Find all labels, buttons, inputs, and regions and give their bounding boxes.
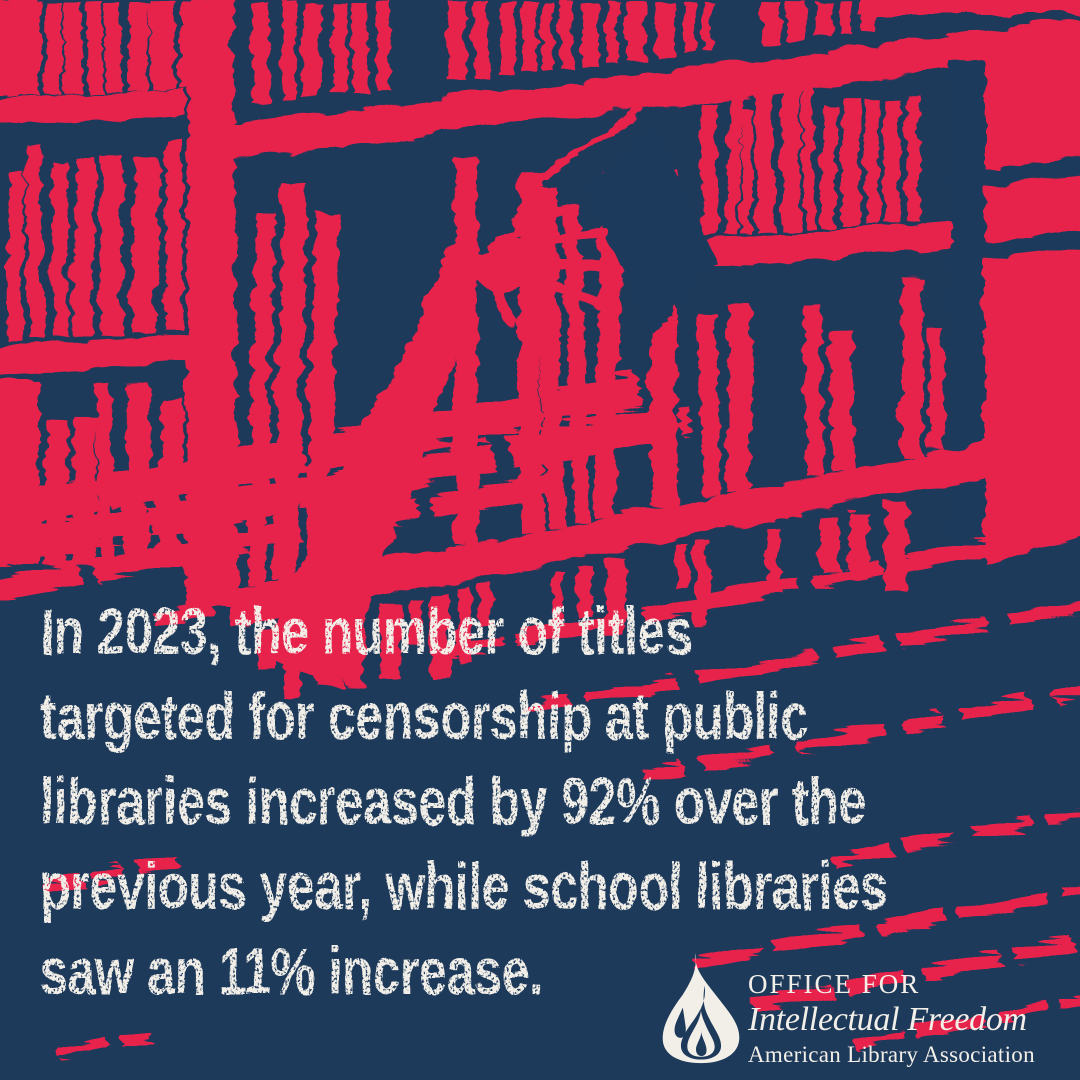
headline-line: saw an 11% increase. <box>40 934 543 1008</box>
headline-line: previous year, while school libraries <box>40 849 888 923</box>
headline: In 2023, the number of titles targeted f… <box>40 589 1080 1014</box>
headline-line: targeted for censorship at public <box>40 679 808 753</box>
headline-line: libraries increased by 92% over the <box>40 764 866 838</box>
brush-streaks-art <box>0 369 1080 1056</box>
headline-line: In 2023, the number of titles <box>40 594 693 668</box>
